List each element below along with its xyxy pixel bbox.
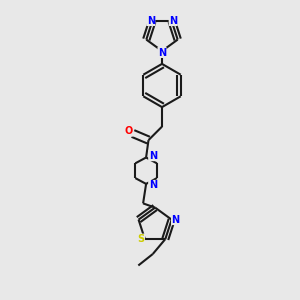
Text: N: N: [158, 47, 166, 58]
Text: N: N: [169, 16, 177, 26]
Text: N: N: [147, 16, 155, 26]
Text: N: N: [148, 180, 157, 190]
Text: O: O: [125, 126, 133, 136]
Text: N: N: [172, 214, 180, 225]
Text: S: S: [137, 234, 145, 244]
Text: N: N: [148, 151, 157, 161]
